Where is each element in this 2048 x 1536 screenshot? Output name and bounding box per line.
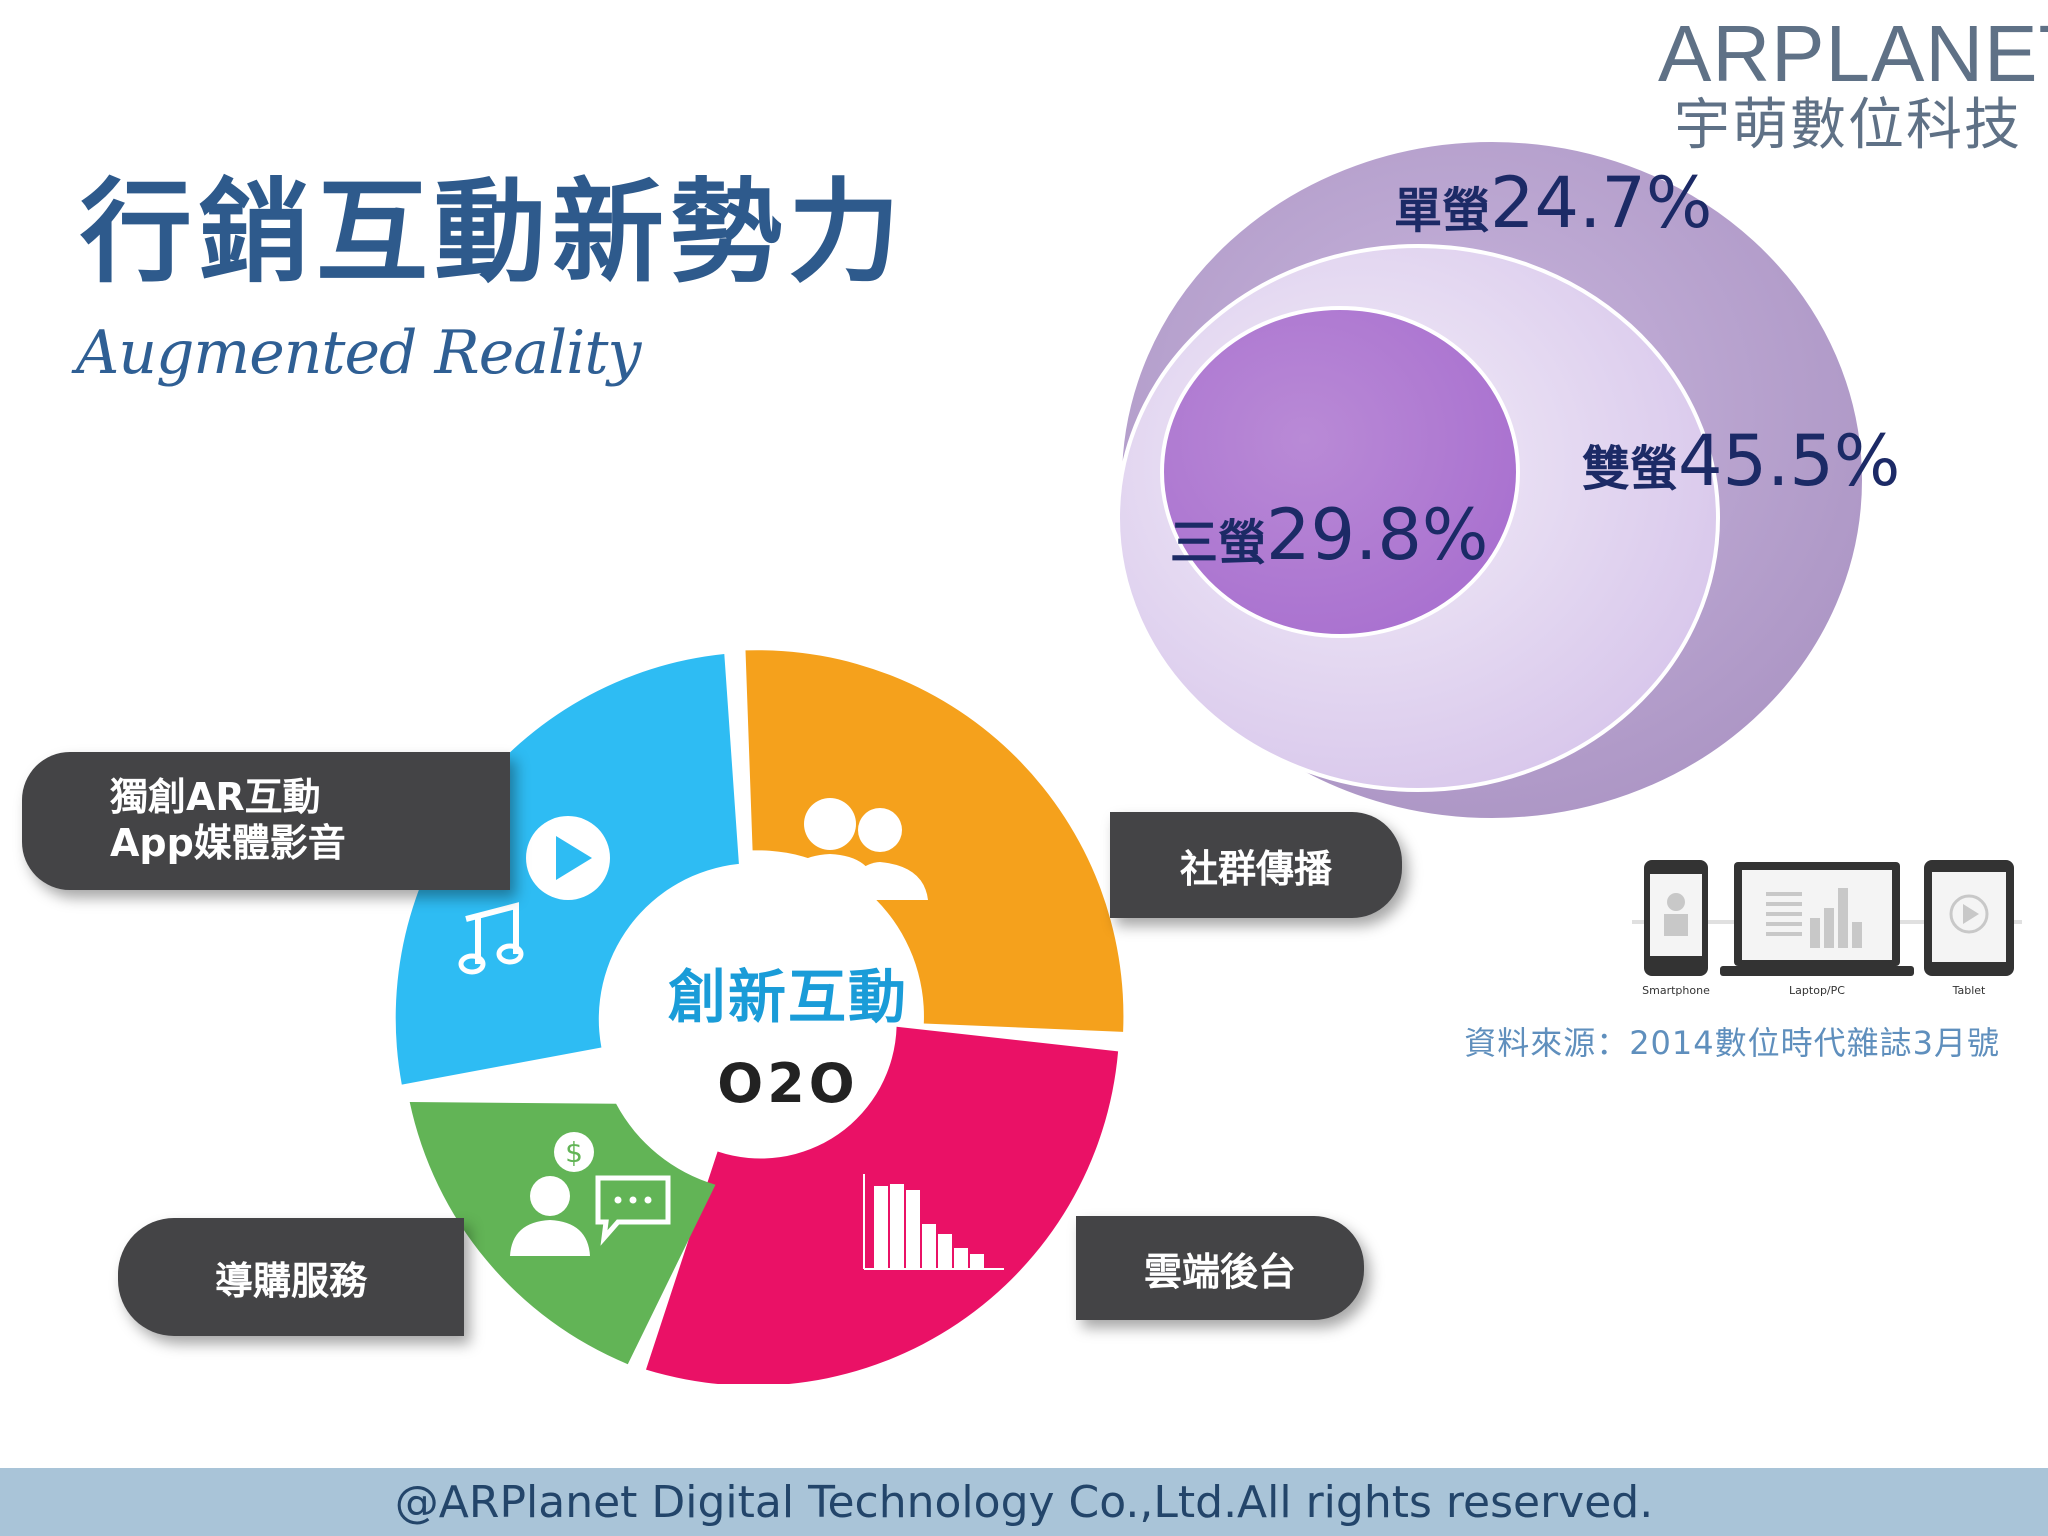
dual-screen-value: 45.5% [1678, 420, 1901, 502]
triple-screen-value: 29.8% [1266, 494, 1489, 576]
device-label-smartphone: Smartphone [1642, 984, 1710, 997]
screen-usage-bubbles [1118, 138, 1866, 822]
callout-cloud-label: 雲端後台 [1143, 1249, 1296, 1294]
single-screen-label: 單螢 [1394, 183, 1491, 239]
smartphone-icon [1644, 860, 1708, 976]
svg-text:$: $ [565, 1136, 583, 1169]
devices-illustration: Smartphone Laptop/PC Tablet [1632, 860, 2022, 997]
o2o-donut-chart: $ [395, 650, 1124, 1384]
page-title: 行銷互動新勢力 [80, 168, 906, 298]
donut-center-subtitle: O2O [717, 1052, 859, 1115]
dual-screen-stat: 雙螢45.5% [1582, 420, 1900, 502]
device-label-tablet: Tablet [1952, 984, 1986, 997]
callout-cloud: 雲端後台 [1076, 1216, 1364, 1320]
laptop-icon [1720, 862, 1914, 976]
source-note: 資料來源：2014數位時代雜誌3月號 [1464, 1024, 2000, 1062]
triple-screen-label: 三螢 [1170, 515, 1267, 571]
logo-brand: ARPLANET [1658, 9, 2048, 98]
segment-social [745, 650, 1124, 1032]
single-screen-stat: 單螢24.7% [1394, 162, 1712, 244]
footer-text: @ARPlanet Digital Technology Co.,Ltd.All… [394, 1476, 1654, 1528]
shopper-dollar-icon: $ [510, 1132, 671, 1256]
donut-center-title: 創新互動 [667, 963, 908, 1031]
callout-shopping-label: 導購服務 [214, 1258, 367, 1303]
single-screen-value: 24.7% [1490, 162, 1713, 244]
callout-ar-media-line2: App媒體影音 [110, 821, 346, 865]
users-icon [782, 798, 928, 900]
device-label-laptop: Laptop/PC [1789, 984, 1845, 997]
triple-screen-stat: 三螢29.8% [1170, 494, 1488, 576]
callout-shopping: 導購服務 [118, 1218, 464, 1336]
play-music-icon [458, 816, 610, 975]
footer-copyright: @ARPlanet Digital Technology Co.,Ltd.All… [0, 1468, 2048, 1536]
page-subtitle: Augmented Reality [76, 318, 641, 388]
bar-chart-icon [863, 1174, 1004, 1270]
callout-ar-media-line1: 獨創AR互動 [110, 775, 321, 820]
logo-chinese-name: 宇萌數位科技 [1674, 93, 2022, 158]
tablet-icon [1924, 860, 2014, 976]
callout-social: 社群傳播 [1110, 812, 1402, 918]
callout-ar-media: 獨創AR互動 App媒體影音 [22, 752, 510, 890]
inner-circle [1160, 306, 1520, 638]
dual-screen-label: 雙螢 [1582, 441, 1679, 497]
callout-social-label: 社群傳播 [1179, 846, 1332, 891]
company-logo: ARPLANET 宇萌數位科技 [1658, 9, 2048, 158]
